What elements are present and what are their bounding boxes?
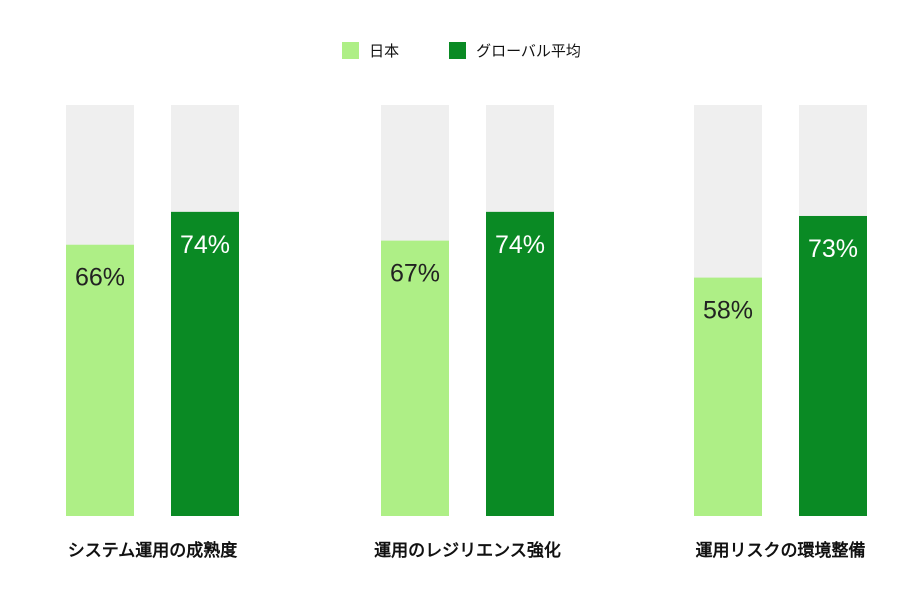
- legend-swatch-japan: [342, 42, 360, 59]
- data-label: 66%: [75, 264, 125, 292]
- legend-label-global: グローバル平均: [476, 42, 581, 60]
- data-label: 74%: [495, 231, 545, 259]
- legend-label-japan: 日本: [369, 42, 400, 60]
- data-label: 67%: [390, 260, 440, 288]
- category-label: システム運用の成熟度: [68, 540, 238, 561]
- category-label: 運用リスクの環境整備: [696, 540, 866, 561]
- data-label: 58%: [703, 297, 753, 325]
- legend: 日本 グローバル平均: [0, 40, 923, 61]
- category-label: 運用のレジリエンス強化: [374, 540, 561, 561]
- bar-global: [486, 211, 554, 517]
- data-label: 73%: [808, 235, 858, 263]
- legend-item-global: グローバル平均: [449, 40, 581, 61]
- bar-japan: [66, 244, 134, 517]
- bar-global: [799, 215, 867, 516]
- data-label: 74%: [180, 231, 230, 259]
- bar-japan: [694, 277, 762, 516]
- legend-item-japan: 日本: [342, 40, 399, 61]
- bar-global: [171, 211, 239, 517]
- bar-japan: [381, 240, 449, 516]
- legend-swatch-global: [449, 42, 467, 59]
